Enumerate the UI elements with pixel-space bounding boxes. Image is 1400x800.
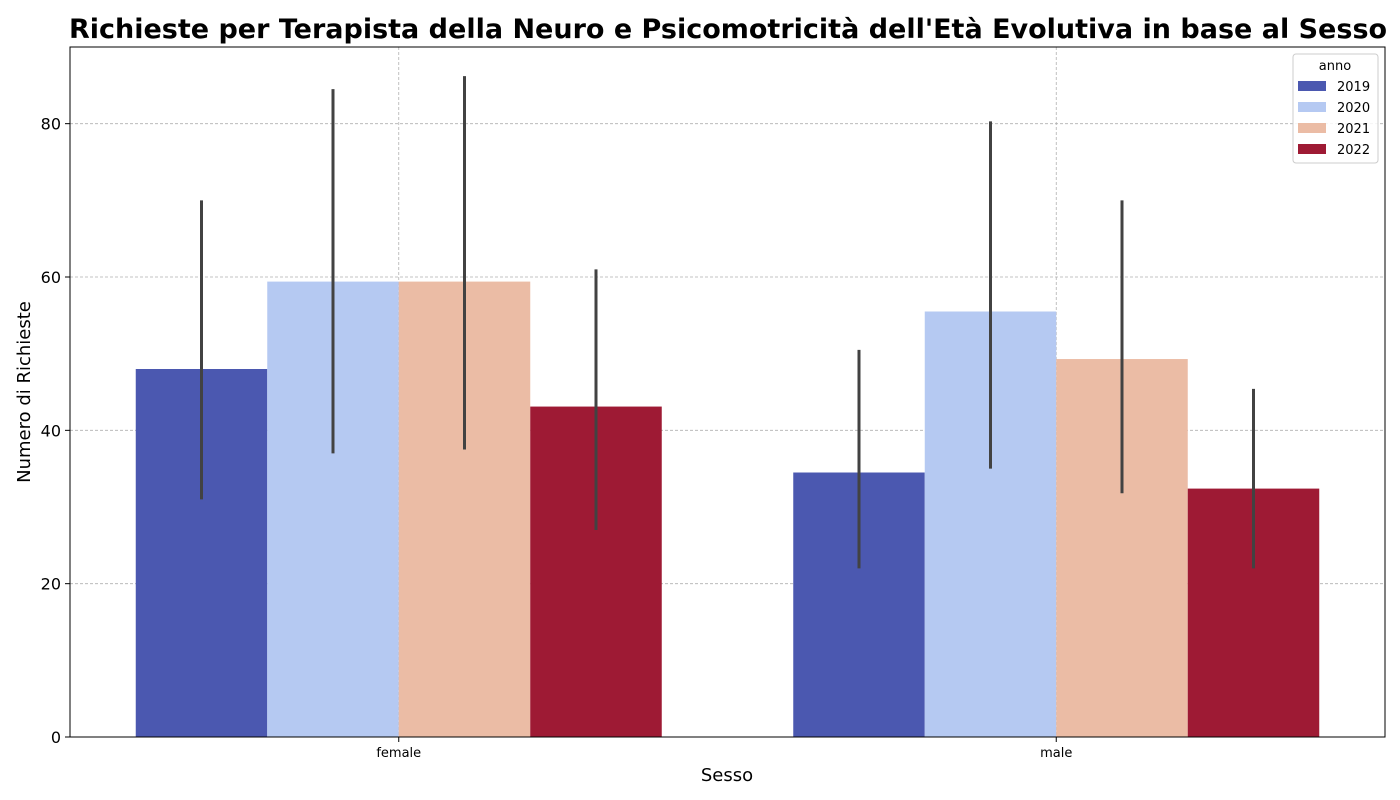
y-tick-label: 40 (41, 421, 61, 440)
error-bars-layer (200, 76, 1255, 569)
legend-swatch-2020 (1298, 102, 1326, 112)
y-tick-label: 80 (41, 115, 61, 134)
plot-frame (69, 46, 1386, 738)
legend-label-2019: 2019 (1337, 80, 1370, 95)
y-tick-label: 60 (41, 268, 61, 287)
x-axis-label: Sesso (701, 765, 753, 786)
y-axis-ticks: 0 20 40 60 80 (41, 115, 70, 747)
legend-items: 2019 2020 2021 2022 (1298, 80, 1370, 158)
y-axis-label: Numero di Richieste (14, 301, 35, 483)
legend-label-2021: 2021 (1337, 122, 1370, 137)
x-axis-ticks: female male (376, 737, 1072, 761)
legend-swatch-2022 (1298, 144, 1326, 154)
legend-label-2020: 2020 (1337, 101, 1370, 116)
chart-title: Richieste per Terapista della Neuro e Ps… (69, 14, 1387, 45)
legend: anno 2019 2020 2021 2022 (1292, 53, 1379, 164)
bars-layer (135, 281, 1320, 737)
legend-label-2022: 2022 (1337, 143, 1370, 158)
legend-swatch-2019 (1298, 81, 1326, 91)
x-tick-label: male (1040, 746, 1072, 761)
x-tick-label: female (376, 746, 421, 761)
y-tick-label: 0 (51, 728, 61, 747)
legend-swatch-2021 (1298, 123, 1326, 133)
y-tick-label: 20 (41, 575, 61, 594)
legend-title: anno (1319, 59, 1351, 74)
